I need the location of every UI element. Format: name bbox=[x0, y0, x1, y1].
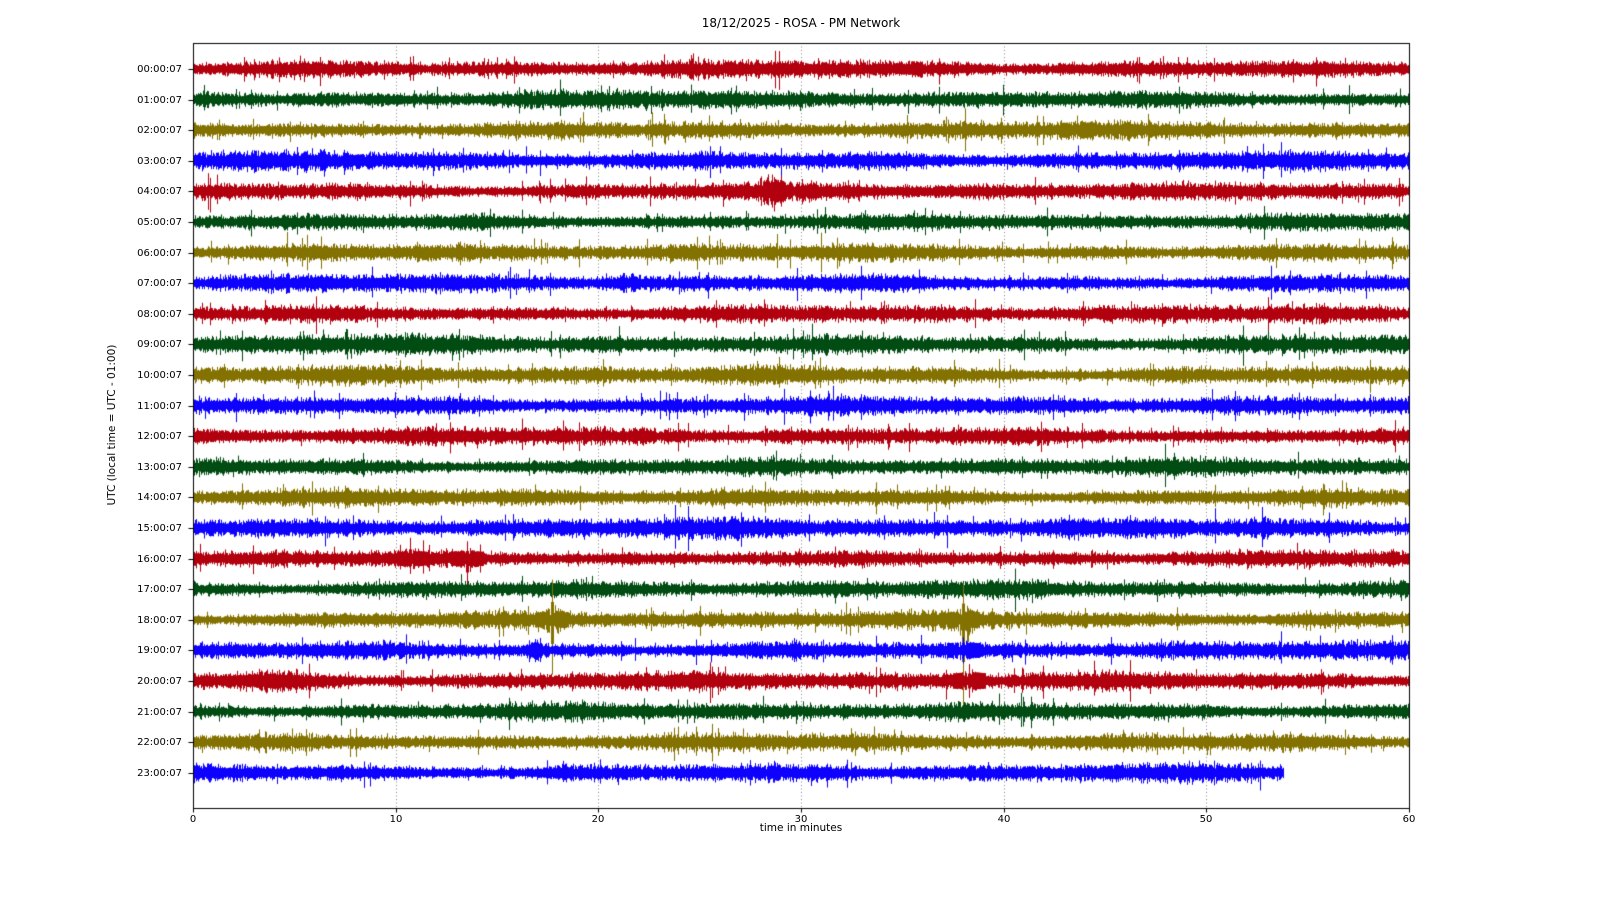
x-tick-label: 0 bbox=[189, 814, 197, 825]
y-tick-label: 03:00:07 bbox=[137, 155, 182, 167]
x-tick-label: 10 bbox=[389, 814, 403, 825]
y-tick-label: 14:00:07 bbox=[137, 491, 182, 503]
y-tick-label: 17:00:07 bbox=[137, 583, 182, 595]
y-tick-label: 07:00:07 bbox=[137, 277, 182, 289]
y-tick-label: 08:00:07 bbox=[137, 308, 182, 320]
y-tick-label: 06:00:07 bbox=[137, 247, 182, 259]
x-tick-label: 50 bbox=[1199, 814, 1213, 825]
y-tick-label: 23:00:07 bbox=[137, 767, 182, 779]
x-tick-label: 30 bbox=[794, 814, 808, 825]
y-tick-label: 13:00:07 bbox=[137, 461, 182, 473]
y-tick-label: 20:00:07 bbox=[137, 675, 182, 687]
y-tick-label: 19:00:07 bbox=[137, 644, 182, 656]
x-axis-label: time in minutes bbox=[759, 822, 843, 834]
y-tick-label: 15:00:07 bbox=[137, 522, 182, 534]
y-tick-label: 09:00:07 bbox=[137, 338, 182, 350]
y-tick-label: 10:00:07 bbox=[137, 369, 182, 381]
y-tick-label: 01:00:07 bbox=[137, 94, 182, 106]
x-tick-label: 60 bbox=[1402, 814, 1416, 825]
y-tick-label: 21:00:07 bbox=[137, 706, 182, 718]
y-tick-label: 11:00:07 bbox=[137, 400, 182, 412]
chart-title: 18/12/2025 - ROSA - PM Network bbox=[701, 16, 901, 30]
y-tick-label: 22:00:07 bbox=[137, 736, 182, 748]
x-tick-label: 40 bbox=[997, 814, 1011, 825]
y-tick-label: 16:00:07 bbox=[137, 553, 182, 565]
y-tick-label: 04:00:07 bbox=[137, 185, 182, 197]
y-tick-label: 05:00:07 bbox=[137, 216, 182, 228]
y-tick-label: 00:00:07 bbox=[137, 63, 182, 75]
x-tick-label: 20 bbox=[591, 814, 605, 825]
y-tick-label: 12:00:07 bbox=[137, 430, 182, 442]
y-tick-label: 18:00:07 bbox=[137, 614, 182, 626]
y-tick-label: 02:00:07 bbox=[137, 124, 182, 136]
